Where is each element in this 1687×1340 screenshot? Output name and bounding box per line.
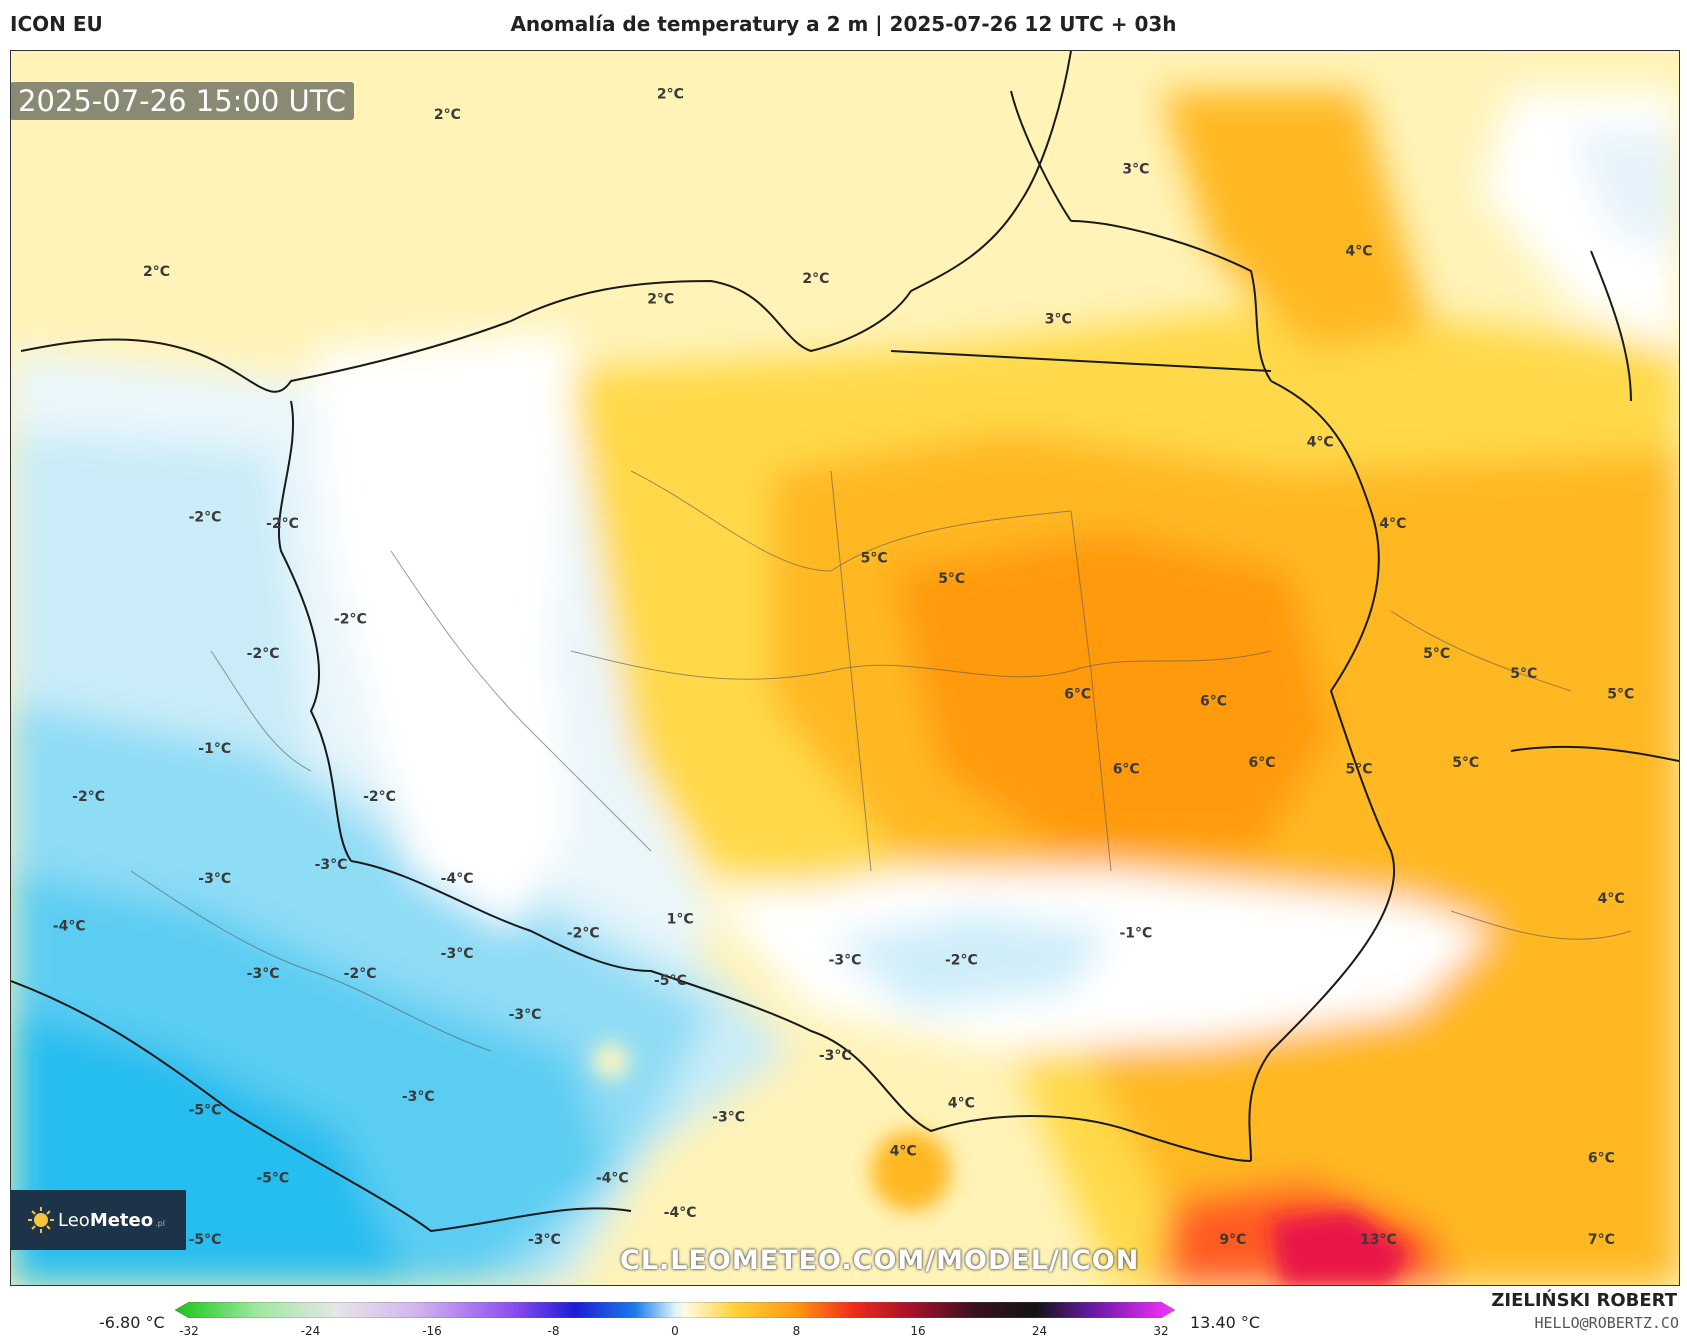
anomaly-label: 13°C: [1360, 1232, 1397, 1248]
colorbar-tick-label: -24: [300, 1324, 321, 1338]
anomaly-label: -1°C: [198, 741, 231, 757]
anomaly-label: 3°C: [1045, 312, 1072, 328]
anomaly-label: -5°C: [189, 1103, 222, 1119]
anomaly-label: 4°C: [948, 1096, 975, 1112]
anomaly-label: -3°C: [528, 1232, 561, 1248]
colorbar: [175, 1302, 1175, 1318]
sun-icon: [28, 1207, 54, 1233]
anomaly-label: 6°C: [1588, 1150, 1615, 1166]
anomaly-label: -2°C: [363, 789, 396, 805]
anomaly-label: -3°C: [829, 953, 862, 969]
anomaly-label: 7°C: [1588, 1232, 1615, 1248]
colorbar-tick-label: -8: [547, 1324, 560, 1338]
anomaly-label: -5°C: [654, 973, 687, 989]
colorbar-ticks: -32 -24 -16 -8 0 8 16 24 32: [175, 1324, 1175, 1340]
anomaly-label: -1°C: [1119, 925, 1152, 941]
anomaly-label: 3°C: [1122, 162, 1149, 178]
colorbar-tick-label: 0: [671, 1324, 679, 1338]
anomaly-label: -3°C: [247, 966, 280, 982]
anomaly-label: 6°C: [1064, 687, 1091, 703]
anomaly-label: 4°C: [1379, 516, 1406, 532]
colorbar-tick-label: 24: [1031, 1324, 1048, 1338]
leometeo-logo: LeoMeteo .pl: [10, 1190, 186, 1250]
anomaly-label: -2°C: [247, 646, 280, 662]
anomaly-label: -2°C: [344, 966, 377, 982]
anomaly-label: -2°C: [72, 789, 105, 805]
anomaly-label: 5°C: [861, 550, 888, 566]
anomaly-label: -3°C: [819, 1048, 852, 1064]
map-panel[interactable]: 2°C 2°C 2°C 2°C 2°C 3°C 3°C 4°C 4°C 4°C 5°C 5°C 5°C 5…: [10, 50, 1680, 1286]
anomaly-label: 6°C: [1113, 762, 1140, 778]
anomaly-label: 4°C: [1598, 891, 1625, 907]
anomaly-label: 1°C: [667, 912, 694, 928]
author-email: HELLO@ROBERTZ.CO: [1534, 1314, 1680, 1332]
colorbar-tick-label: 16: [910, 1324, 926, 1338]
anomaly-label: 4°C: [1345, 244, 1372, 260]
anomaly-label: -3°C: [712, 1109, 745, 1125]
anomaly-label: 5°C: [1510, 666, 1537, 682]
author-name: ZIELIŃSKI ROBERT: [1491, 1290, 1677, 1311]
anomaly-label: -2°C: [334, 612, 367, 628]
anomaly-label: -3°C: [198, 871, 231, 887]
anomaly-label: -2°C: [189, 509, 222, 525]
anomaly-label: 2°C: [647, 291, 674, 307]
anomaly-label: 2°C: [657, 87, 684, 103]
anomaly-label: 5°C: [938, 571, 965, 587]
logo-text: LeoMeteo .pl: [58, 1209, 165, 1231]
valid-time-badge: 2025-07-26 15:00 UTC: [10, 82, 355, 120]
anomaly-label: 6°C: [1200, 694, 1227, 710]
anomaly-label: 5°C: [1607, 687, 1634, 703]
anomaly-label: 5°C: [1452, 755, 1479, 771]
colorbar-tick-label: 8: [792, 1324, 801, 1338]
colorbar-tick-label: -16: [422, 1324, 442, 1338]
anomaly-label: 9°C: [1219, 1232, 1246, 1248]
anomaly-label: -3°C: [509, 1007, 542, 1023]
anomaly-label: -2°C: [567, 925, 600, 941]
source-watermark: CL.LEOMETEO.COM/MODEL/ICON: [620, 1245, 1140, 1276]
anomaly-label: 2°C: [434, 107, 461, 123]
anomaly-label: 5°C: [1423, 646, 1450, 662]
anomaly-label: 4°C: [1307, 434, 1334, 450]
anomaly-label: -3°C: [315, 857, 348, 873]
anomaly-label: 2°C: [802, 271, 829, 287]
anomaly-label: 4°C: [890, 1144, 917, 1160]
colorbar-max-label: 13.40 °C: [1190, 1313, 1261, 1332]
anomaly-label: 6°C: [1248, 755, 1275, 771]
anomaly-label: 2°C: [143, 264, 170, 280]
anomaly-label: -2°C: [945, 953, 978, 969]
anomaly-label: -5°C: [256, 1171, 289, 1187]
anomaly-label: -4°C: [596, 1171, 629, 1187]
anomaly-label: -2°C: [266, 516, 299, 532]
anomaly-label: -3°C: [402, 1089, 435, 1105]
colorbar-tick-label: -32: [179, 1324, 199, 1338]
anomaly-label: -3°C: [441, 946, 474, 962]
anomaly-label: 5°C: [1345, 762, 1372, 778]
anomaly-label: -4°C: [664, 1205, 697, 1221]
colorbar-min-label: -6.80 °C: [99, 1313, 165, 1332]
colorbar-tick-label: 32: [1153, 1324, 1169, 1338]
anomaly-label: -4°C: [441, 871, 474, 887]
anomaly-map: 2°C 2°C 2°C 2°C 2°C 3°C 3°C 4°C 4°C 4°C 5°C 5°C 5°C 5…: [11, 51, 1679, 1285]
model-name: ICON EU: [10, 12, 103, 36]
anomaly-label: -5°C: [189, 1232, 222, 1248]
map-title: Anomalía de temperatury a 2 m | 2025-07-…: [510, 12, 1177, 36]
anomaly-label: -4°C: [53, 919, 86, 935]
